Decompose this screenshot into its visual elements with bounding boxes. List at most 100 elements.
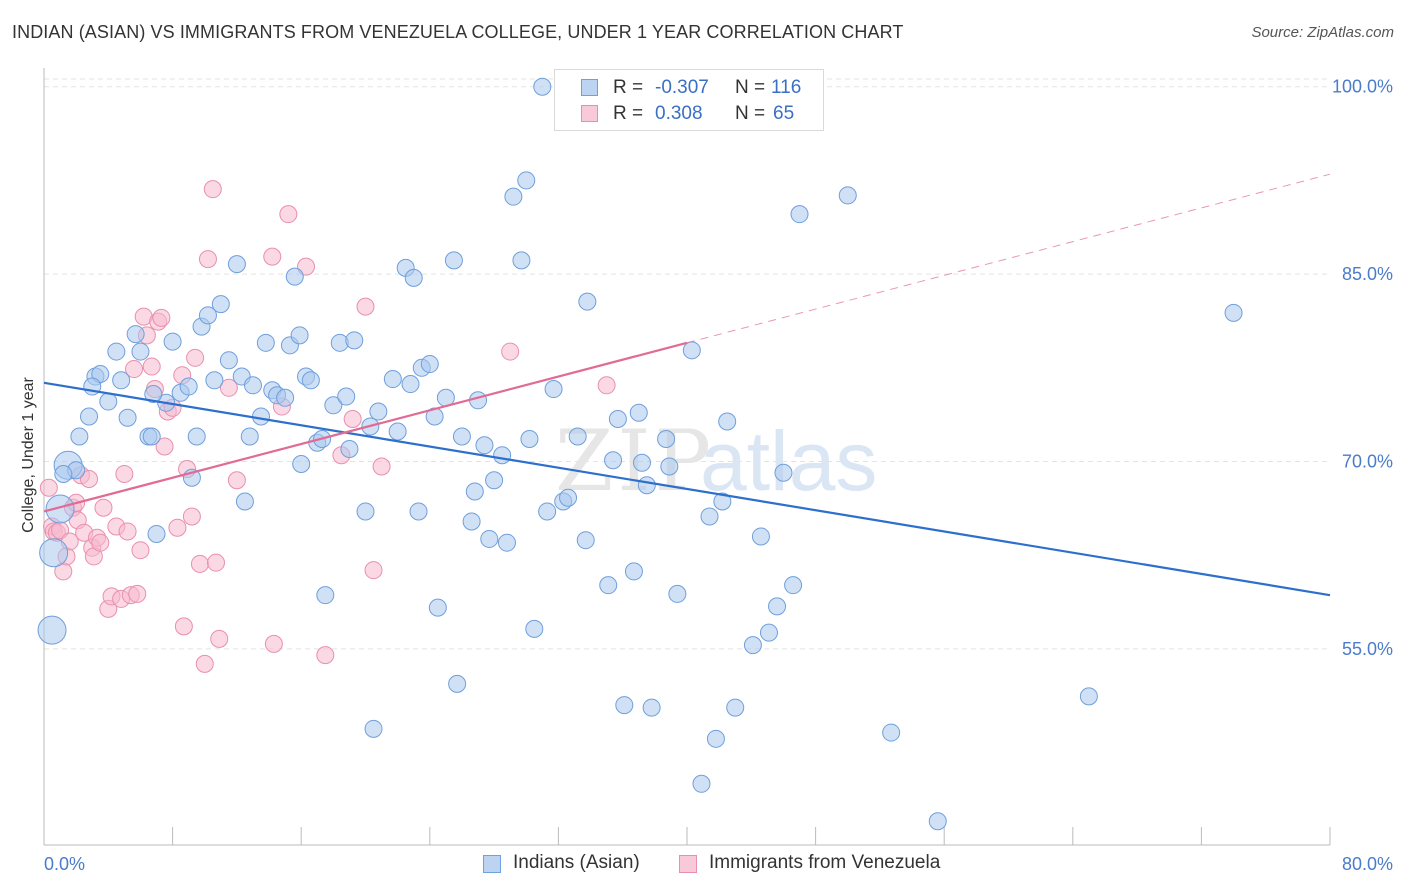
venezuela-point	[182, 507, 201, 526]
venezuela-point	[356, 297, 375, 316]
venezuela-point	[142, 357, 161, 376]
indian-point	[112, 371, 131, 390]
venezuela-point	[279, 205, 298, 224]
indian-point	[559, 488, 578, 507]
indian-point	[668, 584, 687, 603]
indian-point	[642, 698, 661, 717]
trend-lines	[43, 173, 1331, 597]
legend-label-venezuela: Immigrants from Venezuela	[709, 852, 941, 873]
indian-point	[369, 402, 388, 421]
indian-point	[485, 471, 504, 490]
venezuela-point	[115, 464, 134, 483]
blue-swatch	[581, 79, 598, 96]
indian-point	[163, 332, 182, 351]
trend-line-venezuela	[43, 341, 688, 513]
legend-r-value: 0.308	[655, 103, 703, 124]
indian-point	[292, 454, 311, 473]
indian-point	[401, 375, 420, 394]
indian-point	[576, 531, 595, 550]
x-tick-label: 0.0%	[44, 854, 85, 874]
indian-point	[285, 267, 304, 286]
indian-point	[493, 446, 512, 465]
indian-point	[504, 187, 523, 206]
venezuela-point	[207, 553, 226, 572]
indian-point	[144, 385, 163, 404]
indian-point	[219, 351, 238, 370]
trend-extension-venezuela	[686, 173, 1331, 344]
indian-point	[768, 597, 787, 616]
indian-point	[751, 527, 770, 546]
indian-point	[70, 427, 89, 446]
venezuela-point	[128, 584, 147, 603]
indian-point	[276, 388, 295, 407]
indian-point	[337, 387, 356, 406]
indian-point	[615, 696, 634, 715]
source-label: Source: ZipAtlas.com	[1251, 24, 1394, 41]
axes	[43, 68, 1331, 846]
indian-point	[480, 529, 499, 548]
indian-point	[512, 251, 531, 270]
indian-point	[340, 440, 359, 459]
indian-point	[713, 492, 732, 511]
indian-point	[364, 719, 383, 738]
indian-point	[497, 533, 516, 552]
legend-label-indian: Indians (Asian)	[513, 852, 640, 873]
indian-point	[759, 623, 778, 642]
indian-point	[147, 524, 166, 543]
legend-row-venezuela: R = 0.308 N = 65	[555, 101, 823, 127]
legend-n-value: 116	[771, 77, 802, 98]
venezuela-point	[364, 561, 383, 580]
indian-point	[256, 333, 275, 352]
venezuela-point	[91, 533, 110, 552]
venezuela-point	[316, 646, 335, 665]
indian-point	[700, 507, 719, 526]
venezuela-point	[227, 471, 246, 490]
indian-point	[54, 464, 73, 483]
indian-point	[706, 729, 725, 748]
stats-legend: R = -0.307 N = 116 R = 0.308 N = 65	[554, 69, 824, 131]
y-tick-label: 85.0%	[1342, 264, 1393, 284]
venezuela-point	[80, 469, 99, 488]
indian-point	[187, 427, 206, 446]
indian-point	[142, 427, 161, 446]
indian-point	[243, 376, 262, 395]
venezuela-point	[501, 342, 520, 361]
y-tick-label: 55.0%	[1342, 639, 1393, 659]
y-tick-label: 70.0%	[1342, 451, 1393, 471]
indian-point	[290, 326, 309, 345]
bottom-legend: Indians (Asian) Immigrants from Venezuel…	[0, 852, 1406, 876]
venezuela-point	[597, 376, 616, 395]
legend-row-indian: R = -0.307 N = 116	[555, 75, 823, 101]
venezuela-point	[219, 378, 238, 397]
venezuela-point	[174, 617, 193, 636]
indian-point	[240, 427, 259, 446]
indian-point	[99, 392, 118, 411]
indian-point	[784, 576, 803, 595]
venezuela-point	[125, 360, 144, 379]
indian-point	[475, 436, 494, 455]
indian-point	[632, 453, 651, 472]
venezuela-point	[198, 250, 217, 269]
venezuela-point	[168, 518, 187, 537]
indian-point	[452, 427, 471, 446]
indian-point	[462, 512, 481, 531]
indian-point	[227, 255, 246, 274]
legend-n-label: N =	[735, 77, 766, 98]
indian-point	[428, 598, 447, 617]
indian-point	[544, 380, 563, 399]
legend-n-value: 65	[773, 103, 795, 124]
indian-point	[118, 408, 137, 427]
indian-point	[39, 538, 69, 568]
indian-point	[882, 723, 901, 742]
indian-point	[637, 476, 656, 495]
indian-point	[726, 698, 745, 717]
indian-point	[252, 407, 271, 426]
indian-point	[37, 615, 67, 645]
indian-point	[790, 205, 809, 224]
indian-point	[383, 370, 402, 389]
venezuela-point	[39, 478, 58, 497]
pink-swatch	[581, 105, 598, 122]
indian-point	[356, 502, 375, 521]
indian-point	[80, 407, 99, 426]
indian-point	[179, 377, 198, 396]
